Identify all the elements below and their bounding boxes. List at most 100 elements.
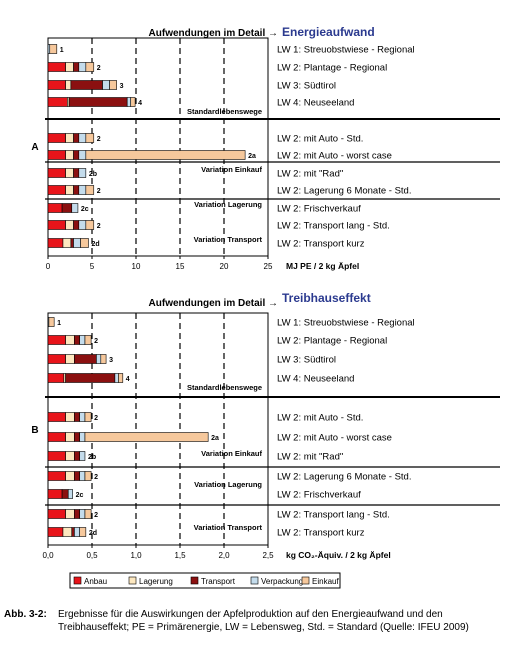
- bar-row: 4 LW 4: Neuseeland: [47, 97, 354, 109]
- bar-segment-transport: [74, 471, 80, 481]
- bar-row: 2a LW 2: mit Auto - worst case: [47, 432, 392, 444]
- legend-frame: [69, 572, 341, 589]
- bar-row: 2c LW 2: Frischverkauf: [47, 203, 361, 215]
- x-tick-label: 25: [264, 262, 273, 271]
- bar-row: 2d LW 2: Transport kurz: [47, 527, 365, 539]
- bar-segment-einkauf: [80, 238, 89, 248]
- legend-swatch-einkauf: [301, 576, 310, 585]
- group-label: Variation Einkauf: [201, 449, 262, 458]
- bar-segment-anbau: [47, 168, 66, 178]
- bar-segment-einkauf: [118, 373, 124, 383]
- group-label: Standardlebenswege: [187, 383, 262, 392]
- category-label: LW 1: Streuobstwiese - Regional: [277, 45, 415, 56]
- bar-segment-verpackung: [96, 354, 102, 364]
- bar-segment-einkauf: [85, 62, 95, 72]
- bar-tag: 2: [94, 474, 98, 481]
- bar-segment-transport: [74, 335, 80, 345]
- bar-tag: 2b: [88, 454, 96, 461]
- bar-segment-transport: [74, 354, 97, 364]
- panel-label: B: [31, 425, 38, 436]
- panel-label: A: [31, 142, 38, 153]
- bar-tag: 3: [120, 83, 124, 90]
- category-label: LW 2: Frischverkauf: [277, 490, 361, 501]
- bar-segment-lagerung: [65, 133, 74, 143]
- bar-segment-verpackung: [126, 97, 132, 107]
- category-label: LW 2: Transport kurz: [277, 239, 365, 250]
- bar-segment-anbau: [47, 203, 63, 213]
- category-label: LW 4: Neuseeland: [277, 98, 354, 109]
- category-label: LW 2: Frischverkauf: [277, 204, 361, 215]
- bar-segment-anbau: [47, 97, 68, 107]
- bar-segment-transport: [74, 432, 80, 442]
- bar-segment-verpackung: [78, 220, 87, 230]
- bar-segment-anbau: [47, 80, 66, 90]
- bar-segment-einkauf: [84, 412, 92, 422]
- bar-tag: 2: [94, 415, 98, 422]
- bar-segment-transport: [68, 97, 128, 107]
- x-tick-label: 1,0: [130, 551, 142, 560]
- bar-tag: 1: [57, 320, 61, 327]
- bar-tag: 2d: [89, 530, 97, 537]
- bar-tag: 2: [97, 136, 101, 143]
- bar-segment-anbau: [47, 432, 66, 442]
- x-tick-label: 0: [46, 262, 51, 271]
- bar-row: 2 LW 2: Plantage - Regional: [47, 335, 387, 347]
- bar-row: 2 LW 2: Transport lang - Std.: [47, 509, 390, 521]
- panel-header: Aufwendungen im Detail →: [149, 28, 278, 39]
- x-tick-label: 0,5: [86, 551, 98, 560]
- bar-segment-anbau: [47, 238, 64, 248]
- bar-segment-einkauf: [49, 44, 58, 54]
- bar-segment-lagerung: [62, 238, 72, 248]
- bar-segment-anbau: [47, 527, 64, 537]
- caption-label: Abb. 3-2:: [4, 609, 47, 620]
- bar-tag: 2a: [248, 153, 256, 160]
- bar-segment-einkauf: [85, 220, 95, 230]
- panel-title: Energieaufwand: [282, 25, 375, 39]
- bar-segment-verpackung: [74, 527, 80, 537]
- bar-tag: 2c: [81, 206, 89, 213]
- plot-frame: [47, 312, 269, 546]
- category-label: LW 2: Transport lang - Std.: [277, 221, 390, 232]
- bar-row: 2 LW 2: mit Auto - Std.: [47, 412, 363, 424]
- bar-segment-lagerung: [65, 150, 74, 160]
- legend-swatch-transport: [190, 576, 199, 585]
- bar-tag: 3: [109, 357, 113, 364]
- category-label: LW 2: Plantage - Regional: [277, 336, 387, 347]
- bar-segment-einkauf: [85, 133, 95, 143]
- bar-segment-anbau: [47, 489, 63, 499]
- legend-swatch-anbau: [73, 576, 82, 585]
- bar-segment-transport: [74, 412, 80, 422]
- bar-tag: 1: [60, 47, 64, 54]
- bar-row: 2d LW 2: Transport kurz: [47, 238, 365, 250]
- x-tick-label: 0,0: [42, 551, 54, 560]
- bar-segment-transport: [74, 451, 80, 461]
- bar-segment-lagerung: [65, 432, 75, 442]
- panel-A: Aufwendungen im Detail → Energieaufwand A S…: [31, 25, 500, 271]
- bar-segment-verpackung: [73, 238, 81, 248]
- bar-segment-transport: [70, 80, 103, 90]
- panel-B: Aufwendungen im Detail → Treibhauseffekt B…: [31, 291, 500, 560]
- panel-title: Treibhauseffekt: [282, 291, 371, 305]
- bar-segment-transport: [74, 509, 80, 519]
- bar-row: 3 LW 3: Südtirol: [47, 354, 336, 366]
- x-tick-label: 20: [220, 262, 229, 271]
- bar-row: 2 LW 2: mit Auto - Std.: [47, 133, 363, 145]
- x-tick-label: 15: [176, 262, 185, 271]
- bar-segment-verpackung: [79, 412, 86, 422]
- x-tick-label: 2,5: [262, 551, 274, 560]
- bar-segment-transport: [73, 150, 80, 160]
- bar-segment-verpackung: [114, 373, 119, 383]
- group-label: Standardlebenswege: [187, 107, 262, 116]
- bar-segment-verpackung: [78, 62, 87, 72]
- group-label: Variation Transport: [194, 235, 263, 244]
- bar-tag: 2a: [211, 435, 219, 442]
- bar-segment-verpackung: [79, 335, 86, 345]
- bar-segment-transport: [70, 238, 74, 248]
- bar-tag: 2: [97, 65, 101, 72]
- bar-segment-transport: [61, 489, 69, 499]
- bar-segment-einkauf: [85, 150, 246, 160]
- bar-row: 2b LW 2: mit "Rad": [47, 168, 343, 180]
- bar-segment-anbau: [47, 471, 66, 481]
- bar-segment-einkauf: [100, 354, 107, 364]
- bar-segment-einkauf: [130, 97, 136, 107]
